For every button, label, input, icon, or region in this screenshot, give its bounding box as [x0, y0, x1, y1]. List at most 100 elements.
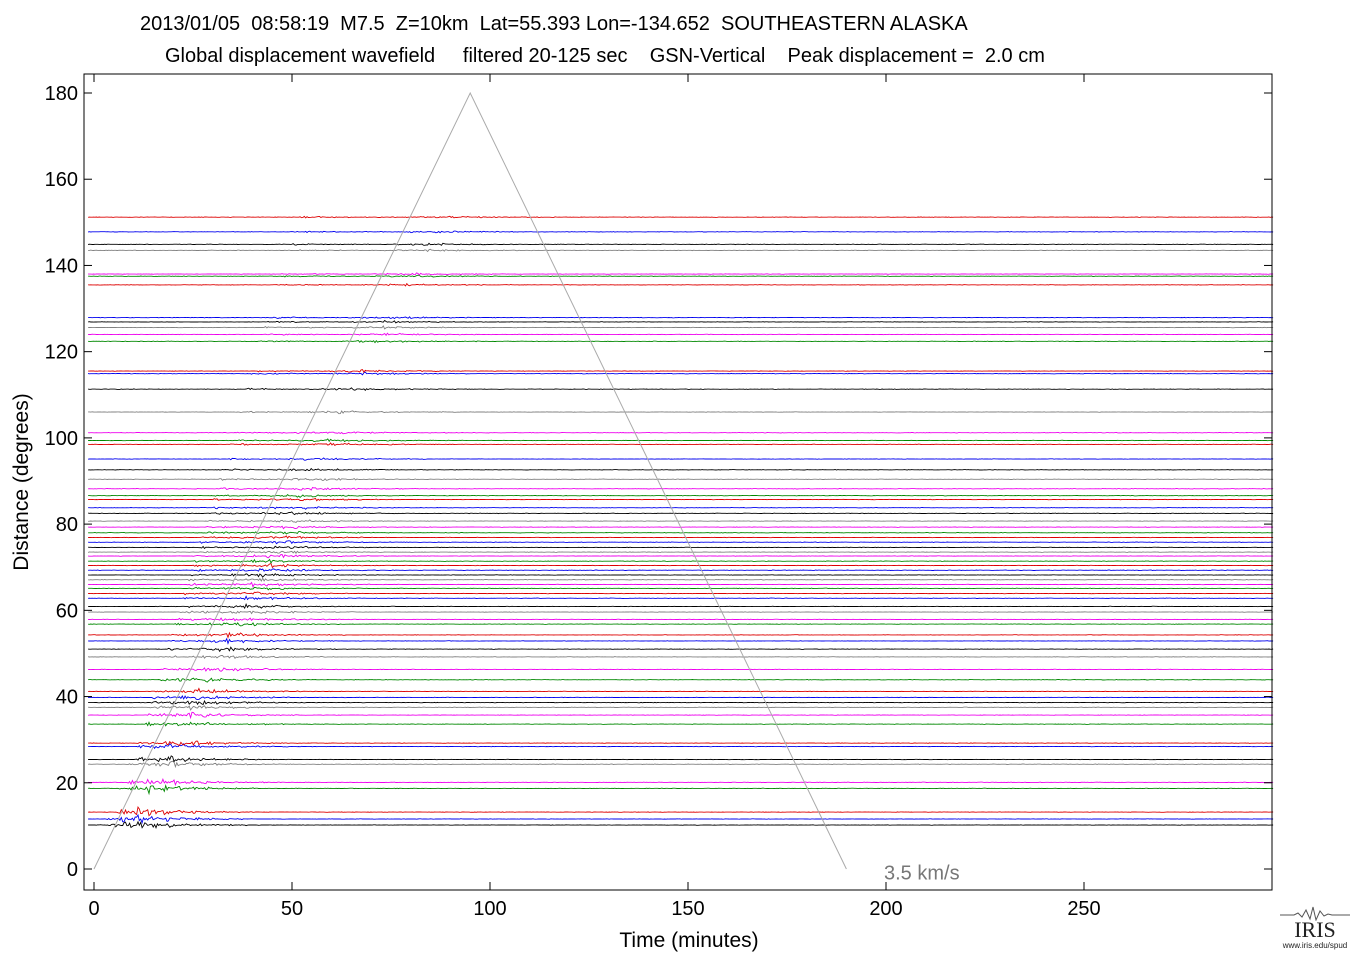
- chart-subtitle: Global displacement wavefield filtered 2…: [165, 45, 1045, 67]
- seismogram-trace: [88, 540, 1274, 545]
- logo-wordmark: IRIS: [1294, 917, 1336, 942]
- seismogram-trace: [88, 777, 1274, 787]
- seismogram-trace: [88, 563, 1274, 569]
- seismogram-trace: [88, 410, 1274, 415]
- seismogram-trace: [88, 215, 1274, 219]
- seismogram-trace: [88, 535, 1274, 540]
- velocity-line: [93, 91, 847, 870]
- x-tick-label: 250: [1067, 898, 1100, 920]
- seismogram-trace: [88, 595, 1274, 601]
- seismogram-trace: [88, 705, 1274, 711]
- seismogram-trace: [88, 687, 1274, 694]
- seismogram-trace: [88, 646, 1274, 653]
- seismogram-trace: [88, 319, 1274, 324]
- seismogram-trace: [88, 442, 1274, 446]
- seismogram-trace: [88, 591, 1274, 596]
- seismogram-trace: [88, 554, 1274, 559]
- seismogram-trace: [88, 577, 1274, 582]
- velocity-line-label: 3.5 km/s: [884, 863, 960, 885]
- y-tick-label: 20: [56, 773, 78, 795]
- seismogram-trace: [88, 431, 1274, 435]
- x-tick-label: 100: [473, 898, 506, 920]
- x-axis: 0 50 100 150 200 250: [88, 74, 1101, 920]
- x-tick-label: 200: [869, 898, 902, 920]
- seismogram-trace: [88, 740, 1274, 746]
- y-tick-label: 100: [45, 428, 78, 450]
- seismogram-trace: [88, 602, 1274, 610]
- seismogram-trace: [87, 550, 1274, 554]
- seismogram-trace: [87, 655, 1274, 660]
- seismogram-trace: [88, 316, 1274, 320]
- seismogram-trace: [88, 622, 1274, 627]
- seismogram-trace: [87, 230, 1274, 234]
- seismogram-trace: [88, 820, 1274, 830]
- seismogram-trace: [88, 743, 1274, 750]
- seismogram-trace: [88, 511, 1274, 516]
- seismogram-trace: [88, 339, 1274, 344]
- seismogram-trace: [88, 760, 1274, 769]
- seismogram-trace: [88, 248, 1274, 253]
- seismogram-trace: [88, 272, 1274, 276]
- y-tick-label: 0: [67, 859, 78, 881]
- seismogram-trace: [88, 805, 1274, 817]
- seismogram-trace: [88, 667, 1274, 672]
- seismogram-trace: [88, 699, 1274, 706]
- velocity-line-group: 3.5 km/s: [93, 91, 960, 885]
- plot-frame: [83, 73, 1273, 891]
- seismogram-trace: [88, 677, 1274, 683]
- y-tick-label: 140: [45, 255, 78, 277]
- x-axis-label: Time (minutes): [619, 929, 758, 952]
- x-tick-label: 150: [671, 898, 704, 920]
- seismogram-trace: [88, 438, 1274, 443]
- x-tick-label: 50: [281, 898, 303, 920]
- seismogram-trace: [88, 282, 1274, 287]
- seismogram-trace: [88, 813, 1274, 825]
- seismogram-trace: [88, 573, 1274, 578]
- seismogram-trace: [88, 721, 1274, 727]
- seismogram-trace: [88, 631, 1274, 639]
- seismogram-trace: [88, 369, 1274, 374]
- seismogram-trace: [88, 325, 1274, 330]
- y-tick-label: 60: [56, 600, 78, 622]
- y-tick-label: 160: [45, 169, 78, 191]
- seismogram-trace: [88, 457, 1274, 461]
- seismogram-trace: [88, 581, 1274, 589]
- iris-logo: IRIS www.iris.edu/spud: [1270, 905, 1360, 961]
- chart-title: 2013/01/05 08:58:19 M7.5 Z=10km Lat=55.3…: [140, 13, 968, 35]
- seismogram-trace: [88, 755, 1274, 763]
- y-axis-label: Distance (degrees): [10, 393, 33, 570]
- seismogram-trace: [88, 387, 1274, 391]
- seismogram-trace: [88, 332, 1274, 337]
- seismogram-trace: [88, 486, 1274, 491]
- seismogram-trace: [87, 371, 1274, 376]
- seismogram-trace: [88, 274, 1274, 278]
- seismogram-logo-icon: [1280, 906, 1350, 921]
- seismogram-trace: [88, 477, 1274, 481]
- y-tick-label: 40: [56, 687, 78, 709]
- x-tick-label: 0: [88, 898, 99, 920]
- logo-url: www.iris.edu/spud: [1282, 941, 1348, 950]
- seismogram-trace: [88, 586, 1274, 591]
- seismogram-trace: [88, 568, 1274, 572]
- seismogram-trace: [88, 467, 1274, 472]
- seismogram-trace: [88, 497, 1274, 502]
- seismogram-trace: [88, 617, 1274, 622]
- seismogram-trace: [88, 519, 1274, 524]
- seismogram-trace: [87, 242, 1274, 246]
- seismogram-trace: [88, 610, 1274, 615]
- seismogram-trace: [88, 545, 1274, 550]
- seismogram-trace: [88, 506, 1274, 510]
- y-tick-label: 80: [56, 514, 78, 536]
- seismogram-trace: [88, 637, 1274, 645]
- seismogram-traces: [87, 215, 1274, 830]
- y-tick-label: 120: [45, 342, 78, 364]
- seismogram-trace: [88, 711, 1274, 720]
- seismogram-trace: [88, 531, 1274, 535]
- seismogram-trace: [88, 695, 1274, 701]
- seismogram-trace: [88, 558, 1274, 564]
- y-tick-label: 180: [45, 83, 78, 105]
- y-axis: 0 20 40 60 80 100 120 140 160 180: [45, 83, 1272, 881]
- seismogram-trace: [88, 493, 1274, 499]
- seismogram-trace: [88, 783, 1274, 796]
